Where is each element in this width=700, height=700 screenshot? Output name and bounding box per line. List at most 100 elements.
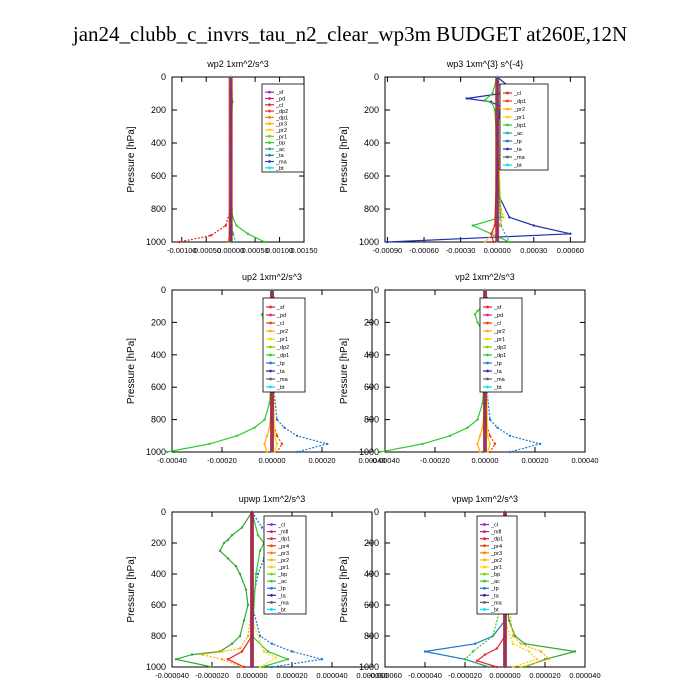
series-point [222, 541, 226, 545]
series-point [488, 434, 492, 437]
chart-panel-6: vpwp 1xm^2/s^3 Pressure [hPa] 0 200 400 600 80… [339, 494, 601, 680]
legend-label: _pr2 [493, 329, 505, 335]
chart-title: vp2 1xm^2/s^3 [455, 272, 514, 282]
legend-marker [268, 109, 271, 113]
series-point [488, 418, 492, 421]
figure-title: jan24_clubb_c_invrs_tau_n2_clear_wp3m BU… [72, 22, 628, 46]
series-point [573, 650, 577, 653]
series-point [532, 224, 535, 227]
series-point [258, 665, 262, 669]
legend-label: _bp [490, 572, 500, 578]
series-point [491, 92, 494, 95]
series-point [260, 526, 264, 529]
legend-label: _ac [513, 131, 523, 137]
series-point [290, 650, 294, 653]
legend-label: _bt [277, 607, 286, 613]
series-point [178, 240, 181, 244]
x-tick-label: 0.000000 [236, 671, 267, 680]
legend-marker [268, 160, 271, 163]
series-point [260, 313, 264, 316]
plot-frame [384, 76, 586, 243]
x-tick-label: 0.00100 [266, 246, 293, 255]
legend-marker [268, 147, 271, 151]
series-point [210, 665, 214, 669]
series-point [473, 642, 477, 645]
legend-label: _dp2 [493, 345, 506, 351]
legend-label: _mfl [277, 530, 288, 536]
legend-label: _ta [276, 369, 286, 375]
x-tick-label: -0.00090 [373, 246, 403, 255]
x-tick-label: 0.00000 [484, 246, 511, 255]
legend-label: _sf [276, 305, 285, 311]
y-tick-label: 1000 [146, 447, 166, 457]
series-point [496, 426, 499, 429]
y-tick-label: 1000 [359, 662, 379, 672]
legend-box [499, 83, 549, 171]
legend-marker [486, 321, 489, 325]
series-point [270, 665, 274, 669]
legend-marker [506, 163, 509, 167]
y-tick-label: 200 [151, 105, 166, 115]
legend-label: _bp1 [513, 123, 526, 129]
series-point [483, 653, 487, 656]
legend-marker [270, 523, 273, 526]
y-tick-label: 600 [364, 382, 379, 392]
series-point [209, 234, 213, 237]
series-point [483, 98, 487, 102]
x-tick-label: -0.00020 [420, 456, 450, 465]
legend-label: _ac [490, 579, 500, 585]
legend-label: _pr2 [275, 128, 287, 134]
legend-label: _bp [275, 141, 285, 147]
legend-marker [269, 313, 272, 317]
series-point [538, 442, 542, 446]
legend-marker [506, 115, 509, 119]
legend-label: _ta [513, 147, 523, 153]
series-line-cl [484, 290, 496, 453]
series-line-cl [271, 290, 283, 453]
legend-marker [268, 166, 271, 170]
series-line-bp [175, 511, 253, 668]
series-point [511, 634, 515, 638]
legend-label: _ta [275, 153, 285, 159]
series-point [478, 450, 482, 454]
series-point [238, 572, 242, 576]
legend-marker [268, 97, 271, 100]
series-point [471, 650, 475, 653]
series-point [224, 224, 227, 227]
legend-marker [269, 329, 272, 333]
series-line-pr3 [201, 512, 253, 668]
series-line-pr1 [504, 512, 539, 668]
x-tick-label: -0.00100 [167, 246, 197, 255]
legend-marker [486, 345, 489, 349]
series-point [488, 442, 492, 446]
legend-label: _cl [513, 91, 521, 97]
y-tick-label: 1000 [359, 447, 379, 457]
series-point [256, 572, 260, 576]
series-point [463, 658, 467, 661]
legend-label: _dp1 [493, 353, 506, 359]
legend-marker [269, 385, 272, 389]
series-point [226, 658, 230, 661]
legend-marker [483, 551, 486, 555]
legend-label: _pr1 [513, 115, 525, 121]
legend-label: _tp [493, 361, 502, 367]
legend-label: _ta [493, 369, 503, 375]
series-point [535, 658, 539, 661]
series-point [240, 650, 244, 653]
x-tick-label: -0.00050 [191, 246, 221, 255]
y-tick-label: 0 [374, 507, 379, 517]
legend-label: _bt [276, 385, 285, 391]
legend-label: _pr2 [276, 329, 288, 335]
x-tick-label: 0.000020 [276, 671, 307, 680]
series-point [476, 321, 479, 324]
x-tick-label: 0.000000 [489, 671, 520, 680]
series-point [265, 434, 269, 437]
legend-marker [270, 586, 273, 590]
x-tick-label: -0.000060 [368, 671, 402, 680]
legend-label: _pr1 [275, 134, 287, 140]
y-axis-label: Pressure [hPa] [339, 556, 350, 622]
chart-title: upwp 1xm^2/s^3 [239, 494, 305, 504]
series-point [465, 97, 468, 100]
x-tick-label: 0.00150 [290, 246, 317, 255]
y-tick-label: 600 [151, 382, 166, 392]
